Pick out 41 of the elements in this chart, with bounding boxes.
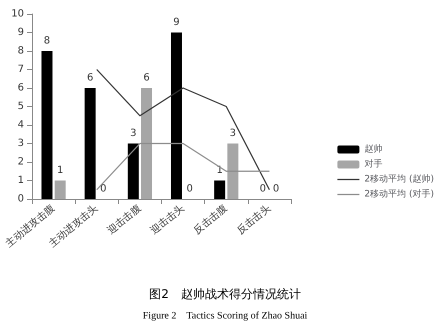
data-label: 8 [44, 36, 50, 46]
line-series [96, 68, 270, 190]
legend-label: 2移动平均 (对手) [364, 188, 434, 200]
bar [141, 88, 152, 199]
x-tick-label: 迎击击头 [148, 202, 187, 237]
x-tick-label: 反击击头 [234, 202, 273, 237]
y-tick-label: 4 [18, 120, 24, 130]
data-label: 3 [130, 128, 137, 139]
bar [128, 144, 139, 199]
y-tick-label: 8 [18, 46, 24, 56]
y-tick-label: 7 [18, 64, 24, 75]
data-label: 6 [86, 72, 94, 84]
data-label: 9 [173, 17, 180, 28]
y-tick-label: 1 [18, 175, 24, 186]
y-tick-label: 3 [18, 138, 24, 149]
data-label: 3 [230, 128, 236, 139]
y-tick-label: 0 [18, 194, 24, 204]
data-label: 6 [143, 72, 150, 84]
x-tick-label: 反击击腹 [191, 202, 230, 237]
data-label: 0 [100, 184, 107, 194]
data-label: 0 [260, 184, 266, 194]
y-tick-label: 5 [18, 101, 24, 112]
y-tick-label: 6 [18, 82, 24, 94]
y-tick-label: 9 [18, 27, 24, 38]
text: 图2 赵帅战术得分情况统计 [149, 287, 301, 301]
bar [214, 180, 226, 199]
text: Figure 2 Tactics Scoring of Zhao Shuai [142, 310, 308, 322]
legend-label: 2移动平均 (赵帅) [364, 174, 434, 184]
bar [170, 32, 182, 199]
bar [54, 180, 66, 199]
legend-label: 赵帅 [364, 144, 382, 154]
y-tick-label: 10 [11, 8, 24, 20]
bar [227, 144, 238, 199]
bar [84, 88, 96, 199]
legend-label: 对手 [364, 158, 382, 170]
data-label: 0 [186, 184, 193, 194]
x-tick-label: 迎击击腹 [105, 202, 144, 237]
bar [41, 51, 52, 199]
data-label: 0 [272, 184, 280, 194]
y-tick-label: 2 [18, 156, 24, 168]
data-label: 1 [56, 165, 64, 176]
